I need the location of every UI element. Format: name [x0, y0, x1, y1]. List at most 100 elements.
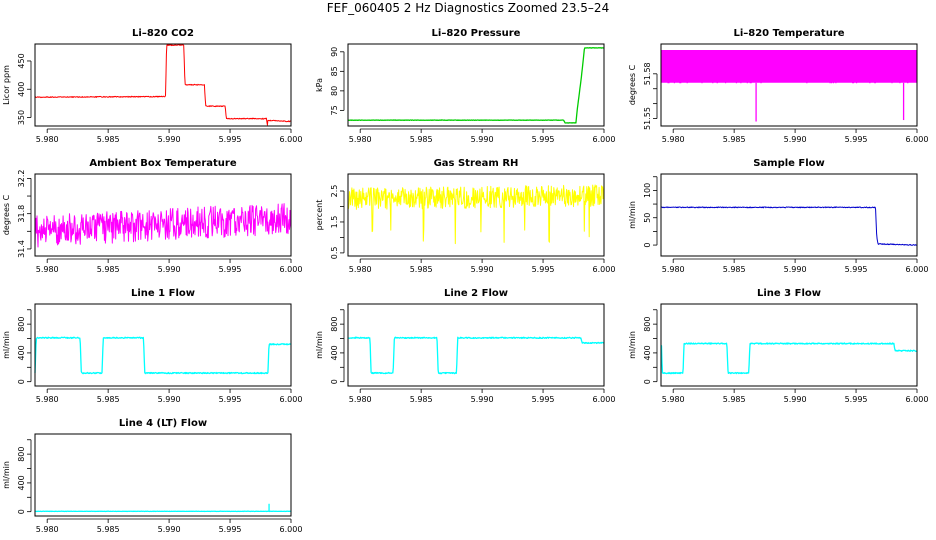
chart-svg: 5.980 5.985 5.990 5.995 6.000 0 400 800 ml/min [628, 303, 928, 404]
x-tick-label: 6.000 [280, 135, 303, 144]
y-tick-label: 85 [330, 66, 339, 76]
chart-panel: Sample Flow 5.980 5.985 5.990 5.995 6.000 0 50 1… [628, 158, 928, 274]
y-tick-label: 0 [643, 243, 652, 248]
x-tick-label: 5.980 [349, 265, 372, 274]
x-tick-label: 5.980 [662, 135, 685, 144]
y-tick-label: 80 [330, 86, 339, 96]
x-tick-label: 5.995 [532, 135, 555, 144]
plot-frame [660, 303, 918, 387]
y-axis-label: degrees C [628, 64, 637, 105]
y-tick-label: 50 [643, 213, 652, 223]
x-tick-label: 5.985 [723, 265, 746, 274]
x-tick-label: 6.000 [906, 135, 929, 144]
chart-title: Li–820 Temperature [733, 28, 845, 39]
series-line [347, 47, 605, 124]
plot-frame [34, 303, 292, 387]
x-tick-label: 5.995 [219, 525, 242, 534]
series-line [347, 336, 605, 375]
x-tick-label: 5.980 [36, 395, 59, 404]
series-line [347, 184, 605, 245]
x-tick-label: 5.990 [784, 135, 807, 144]
y-tick-label: 31.8 [17, 205, 26, 223]
y-tick-label: 0.5 [330, 247, 339, 260]
y-tick-label: 1.5 [330, 216, 339, 229]
chart-svg: 5.980 5.985 5.990 5.995 6.000 75 80 85 90 kPa [315, 43, 615, 144]
y-axis-label: ml/min [628, 331, 637, 359]
chart-svg: 5.980 5.985 5.990 5.995 6.000 0.5 1.5 2.5 percen… [315, 173, 615, 274]
x-tick-label: 5.985 [410, 135, 433, 144]
series-line [34, 203, 292, 248]
chart-panel: Li–820 Temperature 5.980 5.985 5.990 5.995 6.… [628, 28, 928, 144]
chart-svg: 5.980 5.985 5.990 5.995 6.000 0 400 800 ml/min [2, 303, 302, 404]
x-tick-label: 5.985 [97, 135, 120, 144]
y-tick-label: 75 [330, 105, 339, 115]
x-tick-label: 5.995 [219, 395, 242, 404]
y-axis-label: percent [315, 200, 324, 231]
x-tick-label: 5.985 [97, 265, 120, 274]
plot-frame [347, 173, 605, 257]
y-axis-label: kPa [315, 78, 324, 92]
x-tick-label: 5.995 [845, 395, 868, 404]
series-line [34, 336, 292, 375]
x-tick-label: 5.990 [784, 395, 807, 404]
y-tick-label: 100 [643, 183, 652, 198]
chart-svg: 5.980 5.985 5.990 5.995 6.000 0 400 800 ml/min [315, 303, 615, 404]
series-line [34, 44, 292, 126]
x-tick-label: 5.995 [845, 135, 868, 144]
chart-title: Line 2 Flow [444, 288, 508, 299]
chart-svg: 5.980 5.985 5.990 5.995 6.000 350 400 450 Licor … [2, 43, 302, 144]
x-tick-label: 5.995 [845, 265, 868, 274]
plot-frame [34, 43, 292, 127]
plot-frame [660, 173, 918, 257]
y-tick-label: 0 [643, 379, 652, 384]
plot-frame [660, 43, 918, 127]
y-axis-label: Licor ppm [2, 65, 11, 105]
chart-panel: Gas Stream RH 5.980 5.985 5.990 5.995 6.000 0.… [315, 158, 615, 274]
x-tick-label: 5.995 [532, 395, 555, 404]
x-tick-label: 5.990 [784, 265, 807, 274]
x-tick-label: 5.995 [219, 135, 242, 144]
y-tick-label: 800 [643, 316, 652, 331]
y-tick-label: 400 [330, 345, 339, 360]
plot-frame [34, 433, 292, 517]
x-tick-label: 6.000 [280, 395, 303, 404]
plot-frame [347, 303, 605, 387]
y-tick-label: 800 [17, 446, 26, 461]
x-tick-label: 5.980 [36, 525, 59, 534]
x-tick-label: 6.000 [593, 265, 616, 274]
chart-title: Sample Flow [753, 158, 825, 169]
plot-frame [347, 43, 605, 127]
x-tick-label: 5.995 [219, 265, 242, 274]
x-tick-label: 5.990 [471, 395, 494, 404]
chart-panel: Ambient Box Temperature 5.980 5.985 5.990 5.… [2, 158, 302, 274]
x-tick-label: 5.980 [36, 135, 59, 144]
x-tick-label: 5.990 [471, 265, 494, 274]
x-tick-label: 6.000 [593, 395, 616, 404]
y-tick-label: 350 [17, 110, 26, 125]
series-line [660, 342, 918, 375]
y-tick-label: 400 [17, 475, 26, 490]
chart-title: Li–820 Pressure [431, 28, 521, 39]
x-tick-label: 6.000 [906, 265, 929, 274]
x-tick-label: 5.980 [36, 265, 59, 274]
y-tick-label: 51.55 [643, 107, 652, 130]
y-tick-label: 400 [643, 345, 652, 360]
y-tick-label: 400 [17, 82, 26, 97]
y-tick-label: 450 [17, 53, 26, 68]
x-tick-label: 6.000 [593, 135, 616, 144]
y-tick-label: 32.2 [17, 170, 26, 188]
chart-panel: Line 2 Flow 5.980 5.985 5.990 5.995 6.000 0 400… [315, 288, 615, 404]
x-tick-label: 5.990 [471, 135, 494, 144]
y-tick-label: 0 [17, 379, 26, 384]
chart-panel: Line 4 (LT) Flow 5.980 5.985 5.990 5.995 6.00… [2, 418, 302, 534]
y-tick-label: 0 [17, 509, 26, 514]
y-tick-label: 51.58 [643, 62, 652, 85]
x-tick-label: 5.980 [349, 395, 372, 404]
figure-title: FEF_060405 2 Hz Diagnostics Zoomed 23.5–… [326, 1, 610, 15]
x-tick-label: 6.000 [906, 395, 929, 404]
x-tick-label: 5.985 [723, 395, 746, 404]
chart-svg: 5.980 5.985 5.990 5.995 6.000 0 400 800 ml/min [2, 433, 302, 534]
x-tick-label: 5.980 [349, 135, 372, 144]
x-tick-label: 5.990 [158, 395, 181, 404]
y-tick-label: 800 [17, 316, 26, 331]
